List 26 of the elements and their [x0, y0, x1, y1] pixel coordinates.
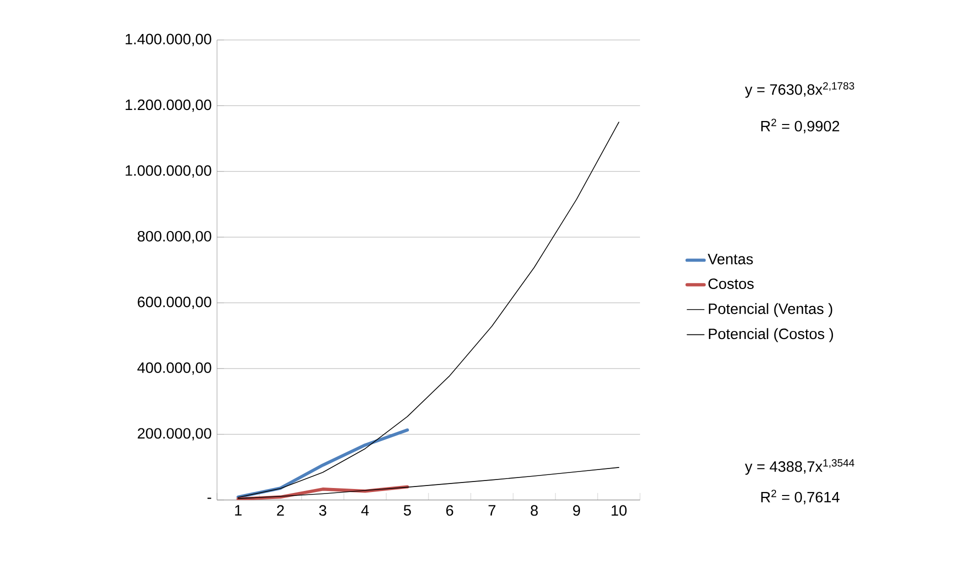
- y-tick-label: 400.000,00: [137, 362, 212, 375]
- text: R$^{2}$ = 0,9902: [761, 118, 840, 134]
- x-tick-label: 5: [404, 505, 411, 516]
- x-tick-label: 9: [573, 505, 580, 516]
- y-tick-label: 1.000.000,00: [126, 165, 212, 178]
- x-tick-label: 10: [612, 505, 627, 516]
- x-tick-label: 1: [235, 505, 242, 516]
- y-tick-label: 800.000,00: [138, 230, 212, 244]
- legend-label: Potencial (Ventas ): [708, 303, 832, 318]
- x-tick-label: 8: [530, 505, 538, 516]
- y-tick-label: 1.200.000,00: [126, 100, 212, 112]
- x-tick-label: 6: [446, 505, 454, 516]
- x-tick-label: 3: [319, 505, 326, 516]
- legend-label: Costos: [708, 278, 754, 290]
- x-tick-label: 4: [361, 505, 369, 516]
- x-tick-label: 2: [277, 505, 284, 516]
- y-tick-label: 600.000,00: [138, 296, 212, 310]
- y-tick-label: -: [208, 498, 212, 499]
- text: y = 4388,7x$^{1,3544}$: [744, 459, 854, 475]
- legend-label: Potencial (Costos ): [708, 328, 833, 342]
- y-tick-label: 200.000,00: [138, 428, 212, 440]
- y-tick-label: 1.400.000,00: [126, 34, 212, 46]
- legend-label: Ventas: [708, 254, 753, 264]
- text: R$^{2}$ = 0,7614: [761, 490, 840, 504]
- text: y = 7630,8x$^{2,1783}$: [744, 82, 854, 98]
- x-tick-label: 7: [488, 505, 496, 516]
